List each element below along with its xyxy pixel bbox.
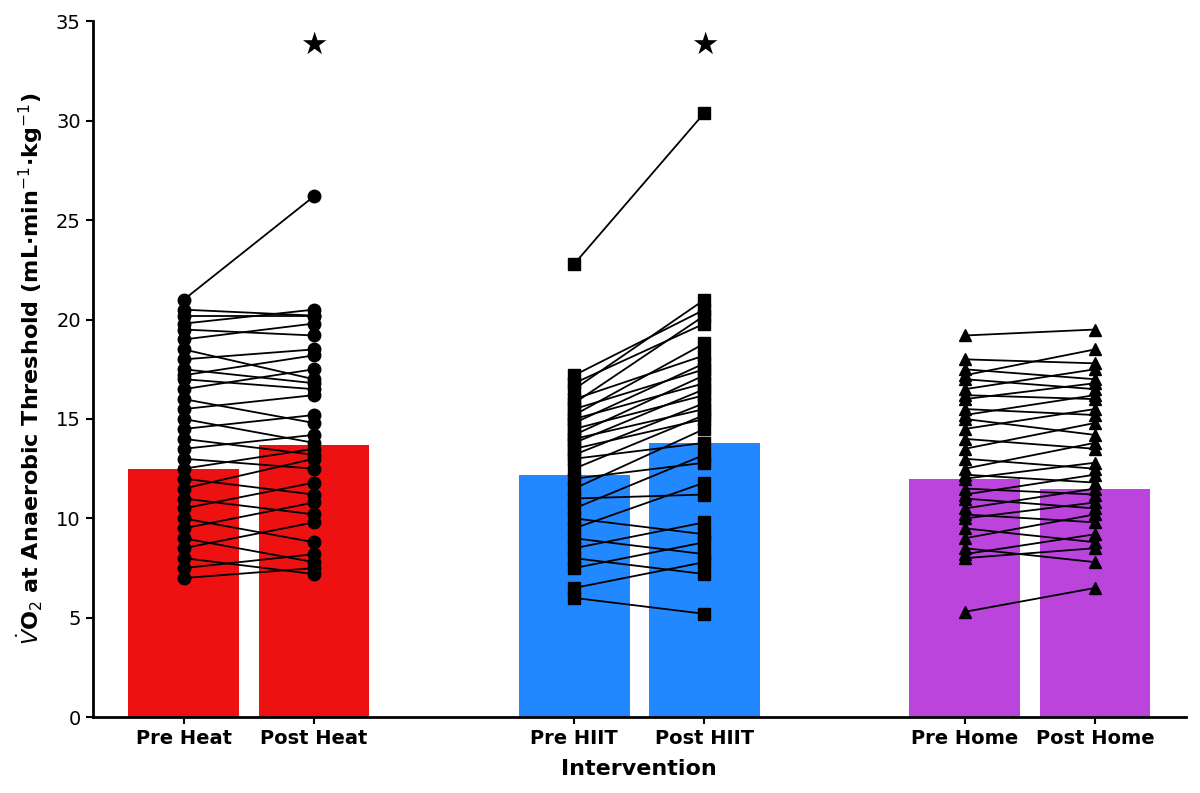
Bar: [910, 479, 1020, 717]
Bar: [128, 469, 239, 717]
X-axis label: Intervention: Intervention: [562, 759, 718, 779]
Text: ★: ★: [300, 32, 328, 60]
Text: ★: ★: [691, 32, 718, 60]
Bar: [518, 475, 630, 717]
Bar: [1039, 488, 1151, 717]
Bar: [258, 445, 370, 717]
Y-axis label: $\dot{V}$O$_2$ at Anaerobic Threshold (mL·min$^{-1}$·kg$^{-1}$): $\dot{V}$O$_2$ at Anaerobic Threshold (m…: [14, 93, 44, 646]
Bar: [649, 442, 760, 717]
